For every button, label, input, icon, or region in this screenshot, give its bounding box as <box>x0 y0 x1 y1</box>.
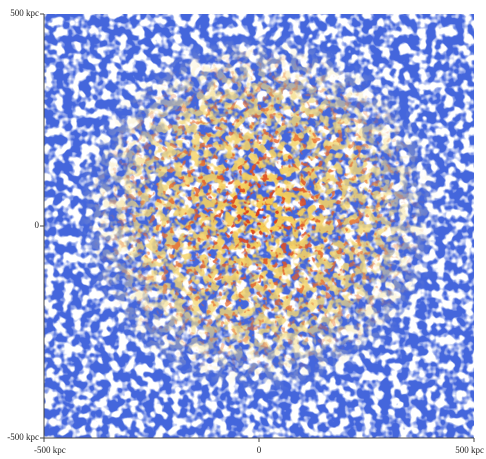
y-tick-label: 500 kpc <box>10 8 39 18</box>
y-tick-label: 0 <box>35 220 40 230</box>
x-tick-label: -500 kpc <box>34 445 66 455</box>
x-tick-label: 0 <box>257 445 262 455</box>
x-tick-label: 500 kpc <box>455 445 484 455</box>
density-image <box>44 14 474 438</box>
y-tick-label: -500 kpc <box>7 432 39 442</box>
